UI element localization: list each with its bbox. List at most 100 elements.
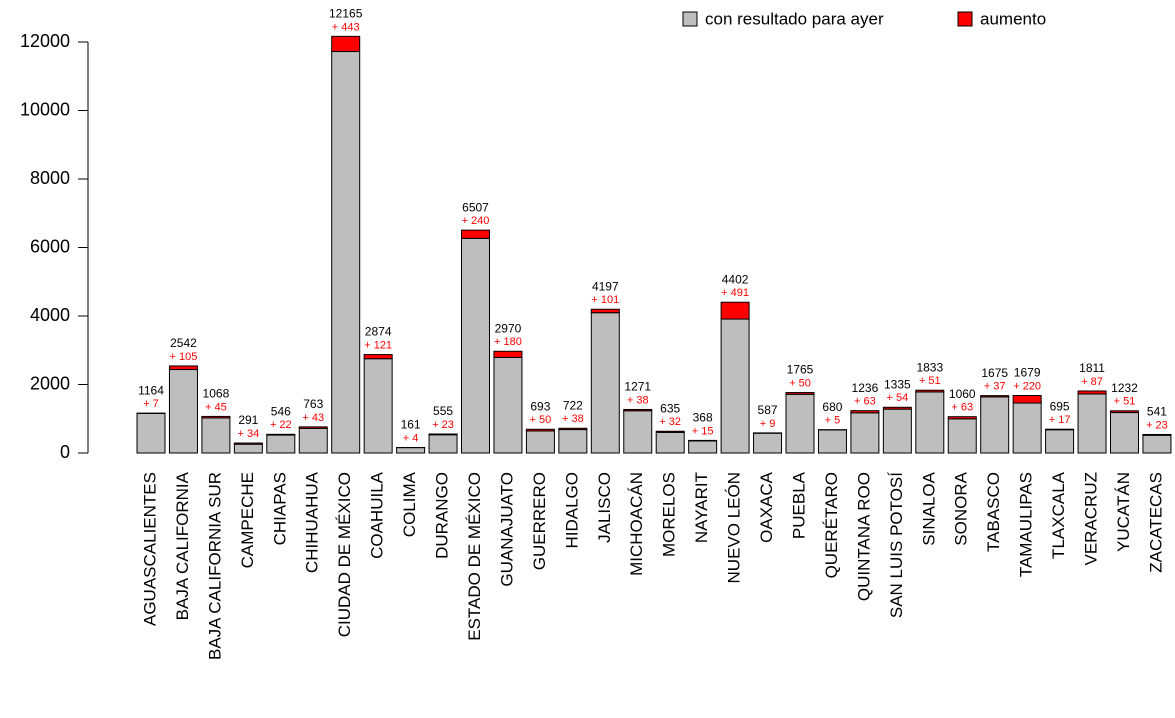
x-tick-label: QUINTANA ROO: [854, 472, 873, 601]
x-tick-label: BAJA CALIFORNIA: [173, 471, 192, 620]
bar-segment: [785, 393, 815, 454]
bar-segment: [1045, 429, 1075, 454]
total-label: 1811: [1079, 361, 1105, 375]
increase-label: + 38: [627, 394, 649, 406]
bar-segment: [363, 354, 393, 360]
bar-segment: [688, 439, 718, 442]
bar-segment: [1012, 394, 1042, 404]
total-label: 6507: [462, 200, 489, 214]
increase-label: + 105: [170, 351, 198, 363]
total-label: 4197: [592, 279, 619, 293]
x-tick-label: GUERRERO: [530, 472, 549, 570]
increase-label: + 101: [591, 294, 619, 306]
increase-label: + 34: [237, 428, 259, 440]
total-label: 2542: [170, 336, 197, 350]
total-label: 1060: [949, 387, 976, 401]
bar-segment: [623, 410, 653, 454]
total-label: 555: [433, 404, 453, 418]
x-tick-label: YUCATÁN: [1114, 472, 1133, 552]
bar-segment: [168, 369, 198, 454]
x-tick-label: SAN LUIS POTOSÍ: [887, 472, 906, 618]
bar-segment: [136, 412, 166, 454]
bar-segment: [785, 392, 815, 395]
total-label: 161: [401, 418, 421, 432]
increase-label: + 443: [332, 21, 360, 33]
increase-label: + 5: [825, 415, 841, 427]
legend-swatch: [957, 11, 973, 27]
x-tick-label: HIDALGO: [562, 472, 581, 549]
x-tick-label: NUEVO LEÓN: [725, 472, 744, 583]
total-label: 1765: [787, 363, 814, 377]
total-label: 12165: [329, 7, 363, 21]
x-tick-label: BAJA CALIFORNIA SUR: [205, 472, 224, 660]
total-label: 763: [303, 397, 323, 411]
increase-label: + 17: [1049, 414, 1071, 426]
increase-label: + 43: [302, 412, 324, 424]
y-tick-label: 4000: [30, 305, 70, 325]
increase-label: + 22: [270, 419, 292, 431]
x-tick-label: ESTADO DE MÉXICO: [465, 472, 484, 641]
bar-segment: [168, 365, 198, 371]
total-label: 1675: [981, 366, 1008, 380]
legend-label: con resultado para ayer: [705, 9, 884, 28]
bar-segment: [980, 396, 1010, 454]
x-tick-label: JALISCO: [595, 472, 614, 543]
bar-segment: [590, 308, 620, 314]
bar-segment: [1142, 434, 1172, 454]
bar-segment: [850, 412, 880, 454]
total-label: 1236: [852, 381, 879, 395]
x-tick-label: TAMAULIPAS: [1017, 472, 1036, 577]
x-tick-label: SINALOA: [919, 471, 938, 545]
bar-segment: [817, 429, 847, 454]
increase-label: + 23: [1146, 419, 1168, 431]
bar-segment: [525, 428, 555, 432]
x-tick-label: CAMPECHE: [238, 472, 257, 568]
total-label: 680: [822, 400, 842, 414]
increase-label: + 32: [659, 416, 681, 428]
bar-segment: [493, 350, 523, 358]
bar-segment: [720, 318, 750, 454]
increase-label: + 491: [721, 287, 749, 299]
bar-segment: [947, 418, 977, 454]
bar-segment: [720, 301, 750, 320]
bar-segment: [947, 416, 977, 420]
bar-segment: [266, 433, 296, 436]
x-tick-label: PUEBLA: [789, 471, 808, 539]
bar-segment: [850, 410, 880, 414]
increase-label: + 121: [364, 339, 392, 351]
bar-segment: [525, 430, 555, 454]
x-tick-label: MORELOS: [660, 472, 679, 557]
bar-segment: [396, 447, 426, 454]
bar-segment: [655, 430, 685, 433]
increase-label: + 37: [984, 381, 1006, 393]
x-tick-label: AGUASCALIENTES: [140, 472, 159, 626]
increase-label: + 45: [205, 401, 227, 413]
x-tick-label: NAYARIT: [692, 472, 711, 543]
bar-segment: [623, 408, 653, 412]
increase-label: + 51: [919, 375, 941, 387]
y-tick-label: 6000: [30, 236, 70, 256]
bar-segment: [461, 237, 490, 454]
bar-segment: [233, 442, 263, 445]
x-tick-label: CHIHUAHUA: [303, 471, 322, 573]
x-tick-label: TABASCO: [984, 472, 1003, 552]
x-tick-label: CHIAPAS: [270, 472, 289, 545]
bar-segment: [1077, 390, 1107, 395]
bar-segment: [1110, 410, 1139, 414]
x-tick-label: QUERÉTARO: [822, 472, 841, 578]
x-tick-label: ZACATECAS: [1146, 472, 1165, 573]
bar-segment: [298, 426, 328, 429]
bar-segment: [266, 434, 296, 454]
x-tick-label: COAHUILA: [368, 471, 387, 559]
increase-label: + 9: [760, 418, 776, 430]
bar-segment: [882, 406, 912, 410]
total-label: 541: [1147, 405, 1167, 419]
increase-label: + 38: [562, 413, 584, 425]
y-tick-label: 2000: [30, 373, 70, 393]
total-label: 1679: [1014, 366, 1041, 380]
x-tick-label: DURANGO: [433, 472, 452, 559]
x-tick-label: CIUDAD DE MÉXICO: [335, 472, 354, 637]
bar-segment: [688, 440, 718, 454]
bar-segment: [363, 358, 393, 454]
